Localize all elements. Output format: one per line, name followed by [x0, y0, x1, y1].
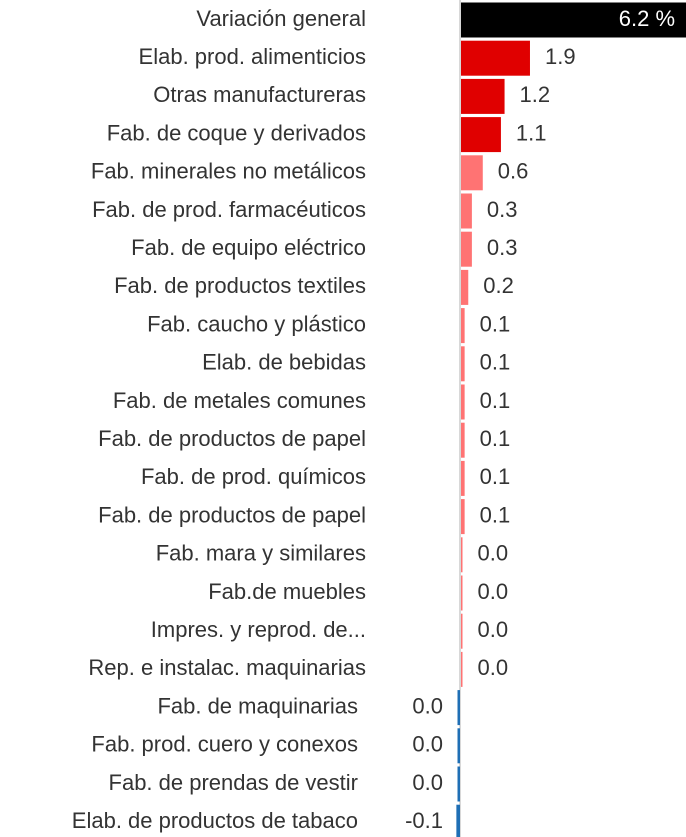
bar	[461, 613, 463, 649]
value-label: 0.3	[487, 235, 518, 260]
bar	[456, 804, 460, 837]
category-label: Elab. de bebidas	[202, 350, 366, 375]
bar	[461, 193, 472, 229]
value-label: 0.0	[478, 655, 509, 680]
bar	[461, 117, 501, 153]
category-label: Fab. minerales no metálicos	[91, 159, 366, 184]
category-label: Fab. de productos textiles	[114, 273, 366, 298]
bar	[461, 269, 469, 305]
bar	[461, 308, 465, 344]
value-label: 0.1	[480, 350, 511, 375]
value-label: 0.1	[480, 426, 511, 451]
category-label: Otras manufactureras	[153, 82, 366, 107]
category-label: Fab. de prod. químicos	[141, 464, 366, 489]
category-label: Fab. prod. cuero y conexos	[91, 732, 358, 757]
category-label: Impres. y reprod. de...	[151, 617, 366, 642]
bar	[461, 651, 463, 687]
category-label: Fab.de muebles	[208, 579, 366, 604]
bar	[457, 766, 460, 802]
value-label: -0.1	[405, 808, 443, 833]
bar	[461, 422, 465, 458]
value-label: 0.6	[498, 159, 529, 184]
bar	[461, 231, 472, 267]
category-label: Fab. de prod. farmacéuticos	[92, 197, 366, 222]
bar	[461, 384, 465, 420]
category-label: Fab. de productos de papel	[98, 426, 366, 451]
value-label: 0.1	[480, 502, 511, 527]
bar	[457, 728, 460, 764]
category-label: Rep. e instalac. maquinarias	[88, 655, 366, 680]
value-label: 6.2 %	[619, 6, 675, 31]
bar	[461, 2, 686, 38]
value-label: 0.1	[480, 464, 511, 489]
category-label: Fab. de maquinarias	[157, 693, 358, 718]
bar	[457, 690, 460, 726]
category-label: Variación general	[196, 6, 366, 31]
category-label: Fab. mara y similares	[156, 541, 366, 566]
bar	[461, 155, 483, 191]
value-label: 0.0	[478, 579, 509, 604]
category-label: Fab. de productos de papel	[98, 502, 366, 527]
category-label: Elab. de productos de tabaco	[72, 808, 358, 833]
bar	[461, 537, 463, 573]
bar	[461, 575, 463, 611]
category-label: Fab. de coque y derivados	[107, 120, 366, 145]
category-label: Elab. prod. alimenticios	[139, 44, 366, 69]
value-label: 1.1	[516, 120, 547, 145]
bar	[461, 499, 465, 535]
value-label: 0.0	[412, 693, 443, 718]
value-label: 1.2	[520, 82, 551, 107]
bar	[461, 346, 465, 382]
value-label: 0.1	[480, 311, 511, 336]
value-label: 0.1	[480, 388, 511, 413]
value-label: 0.3	[487, 197, 518, 222]
value-label: 0.2	[483, 273, 514, 298]
category-label: Fab. caucho y plástico	[147, 311, 366, 336]
bar	[461, 78, 505, 114]
category-label: Fab. de prendas de vestir	[109, 770, 358, 795]
value-label: 0.0	[412, 732, 443, 757]
category-label: Fab. de metales comunes	[113, 388, 366, 413]
bar	[461, 40, 530, 76]
value-label: 0.0	[478, 541, 509, 566]
value-label: 0.0	[478, 617, 509, 642]
category-label: Fab. de equipo eléctrico	[131, 235, 366, 260]
value-label: 0.0	[412, 770, 443, 795]
bar	[461, 460, 465, 496]
value-label: 1.9	[545, 44, 576, 69]
